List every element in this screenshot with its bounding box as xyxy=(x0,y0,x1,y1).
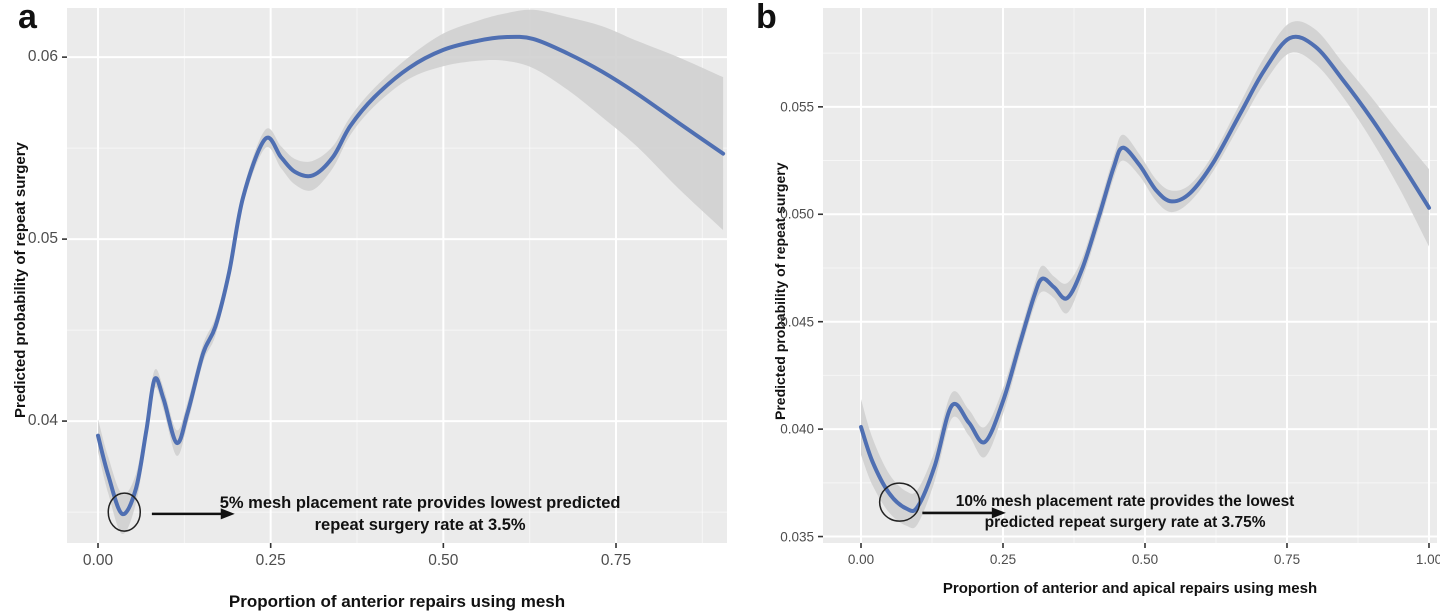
x-tick-label: 0.25 xyxy=(989,552,1017,567)
fitted-line xyxy=(96,34,726,516)
panel-b-x-axis-title: Proportion of anterior and apical repair… xyxy=(942,580,1318,597)
panel-a: a Predicted probability of repeat surger… xyxy=(12,0,727,611)
panel-a-plot xyxy=(62,8,727,548)
y-tick-label: 0.050 xyxy=(780,206,814,222)
plot-background xyxy=(823,8,1437,543)
panel-b-y-axis-title: Predicted probability of repeat surgery xyxy=(772,162,788,420)
fitted-line xyxy=(858,34,1431,514)
x-tick-label: 0.75 xyxy=(1273,552,1301,567)
panel-a-letter: a xyxy=(18,0,37,36)
x-tick-label: 0.75 xyxy=(600,552,632,569)
panel-a-y-axis-title: Predicted probability of repeat surgery xyxy=(12,142,29,418)
panel-b: b Predicted probability of repeat surger… xyxy=(730,0,1440,614)
y-tick-label: 0.05 xyxy=(27,230,58,248)
annotation-arrow-head xyxy=(991,507,1006,519)
x-tick-label: 0.00 xyxy=(847,552,875,567)
y-tick-label: 0.06 xyxy=(27,48,58,66)
panel-a-annotation: 5% mesh placement rate provides lowest p… xyxy=(220,492,621,536)
y-tick-label: 0.045 xyxy=(780,314,814,330)
min-point-circle xyxy=(107,492,142,532)
x-tick-label: 0.50 xyxy=(1131,552,1159,567)
panel-a-annotation-line2: repeat surgery rate at 3.5% xyxy=(314,516,526,535)
annotation-arrow-head xyxy=(220,508,235,520)
min-point-circle xyxy=(878,482,921,522)
panel-b-annotation-line2: predicted repeat surgery rate at 3.75% xyxy=(984,513,1266,531)
panel-b-letter: b xyxy=(756,0,777,36)
y-tick-label: 0.055 xyxy=(780,99,814,115)
y-tick-label: 0.035 xyxy=(780,529,814,545)
panel-b-plot xyxy=(818,8,1437,548)
panel-b-annotation-line1: 10% mesh placement rate provides the low… xyxy=(955,492,1295,510)
panel-a-annotation-line1: 5% mesh placement rate provides lowest p… xyxy=(219,494,621,513)
x-tick-label: 0.00 xyxy=(82,552,114,569)
panel-a-x-axis-title: Proportion of anterior repairs using mes… xyxy=(228,592,566,611)
x-tick-label: 1.00 xyxy=(1415,552,1440,567)
x-tick-label: 0.25 xyxy=(255,552,286,569)
panel-b-annotation: 10% mesh placement rate provides the low… xyxy=(956,491,1295,533)
y-tick-label: 0.040 xyxy=(780,421,814,437)
y-tick-label: 0.04 xyxy=(27,412,58,430)
x-tick-label: 0.50 xyxy=(428,552,459,569)
confidence-band xyxy=(98,9,724,534)
